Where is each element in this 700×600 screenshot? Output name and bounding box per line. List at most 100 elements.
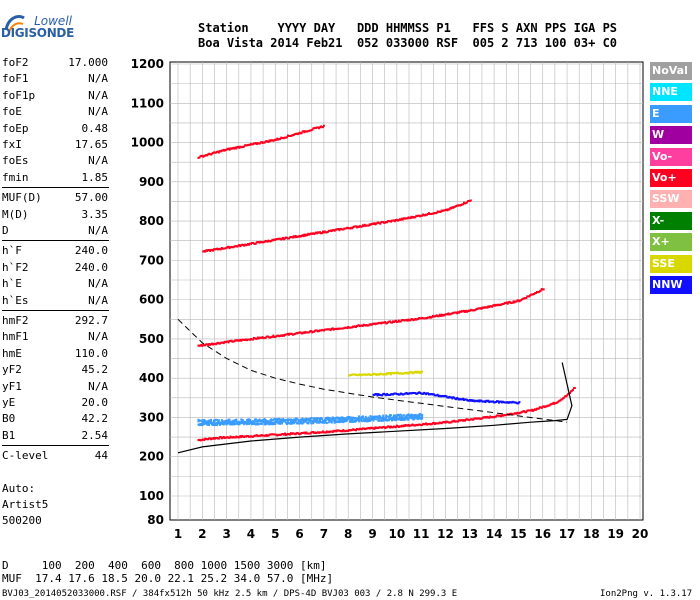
param-row: h`E N/A — [2, 277, 108, 293]
trace-point — [338, 229, 341, 232]
trace-point — [568, 392, 571, 395]
trace-point — [276, 420, 279, 423]
param-row: fxI 17.65 — [2, 138, 108, 154]
trace-point — [378, 373, 381, 376]
trace-point — [366, 417, 369, 420]
trace-point — [379, 222, 382, 225]
trace-point — [458, 311, 461, 314]
trace-point — [240, 436, 243, 439]
param-key: D — [2, 224, 9, 237]
legend-item: Vo- — [650, 147, 692, 166]
trace-point — [462, 397, 465, 400]
trace-point — [232, 419, 235, 422]
x-tick-label: 9 — [368, 527, 376, 541]
trace-point — [382, 415, 385, 418]
trace-point — [486, 306, 489, 309]
trace-point — [370, 323, 373, 326]
artist-line-2: Artist5 — [2, 498, 49, 511]
trace-point — [248, 243, 251, 246]
trace-point — [311, 128, 314, 131]
trace-point — [492, 400, 495, 403]
trace-point — [484, 401, 487, 404]
trace-point — [307, 422, 310, 425]
x-tick-label: 19 — [607, 527, 624, 541]
trace-point — [373, 417, 376, 420]
trace-point — [402, 414, 405, 417]
trace-point — [342, 429, 345, 432]
legend-item: X+ — [650, 233, 692, 252]
trace-point — [539, 289, 542, 292]
trace-point — [415, 371, 418, 374]
trace-point — [512, 300, 515, 303]
trace-point — [432, 421, 435, 424]
legend-item: NNW — [650, 276, 692, 294]
trace-point — [254, 141, 257, 144]
trace-point — [219, 436, 222, 439]
trace-point — [208, 424, 211, 427]
trace-point — [227, 419, 230, 422]
trace-point — [245, 421, 248, 424]
param-row: hmF2 292.7 — [2, 314, 108, 330]
trace-point — [332, 418, 335, 421]
trace-point — [360, 420, 363, 423]
trace-point — [398, 393, 401, 396]
param-value: N/A — [88, 293, 108, 307]
trace-point — [385, 416, 388, 419]
x-tick-label: 16 — [534, 527, 551, 541]
trace-point — [233, 147, 236, 150]
trace-point — [299, 420, 302, 423]
param-row: h`F2 240.0 — [2, 261, 108, 277]
trace-point — [534, 408, 537, 411]
param-key: hmF1 — [2, 330, 29, 344]
trace-point — [515, 300, 518, 303]
trace-point — [262, 419, 265, 422]
trace-point — [343, 419, 346, 422]
trace-point — [407, 413, 410, 416]
trace-point — [288, 433, 291, 436]
x-tick-label: 14 — [486, 527, 503, 541]
virtual-height-profile-dashed — [177, 318, 568, 423]
trace-point — [566, 394, 569, 397]
trace-point — [571, 389, 574, 392]
trace-point — [375, 393, 378, 396]
trace-point — [552, 401, 555, 404]
y-tick-label: 900 — [139, 175, 164, 189]
y-tick-label: 800 — [139, 214, 164, 228]
trace-sse — [348, 370, 424, 377]
trace-point — [363, 223, 366, 226]
footer-muf-line: MUF 17.4 17.6 18.5 20.0 22.1 25.2 34.0 5… — [2, 572, 334, 585]
trace-point — [450, 207, 453, 210]
param-row: foEs N/A — [2, 154, 108, 170]
trace-point — [225, 423, 228, 426]
trace-point — [391, 321, 394, 324]
logo-swirl-icon — [4, 15, 25, 33]
trace-point — [397, 414, 400, 417]
param-key: B0 — [2, 412, 16, 426]
trace-point — [382, 414, 385, 417]
param-key: M(D) — [2, 207, 29, 221]
trace-point — [310, 422, 313, 425]
trace-point — [430, 316, 433, 319]
trace-point — [561, 398, 564, 401]
trace-point — [230, 423, 233, 426]
trace-point — [268, 423, 271, 426]
trace-point — [403, 418, 406, 421]
trace-point — [324, 419, 327, 422]
trace-point — [281, 420, 284, 423]
trace-point — [376, 415, 379, 418]
trace-point — [207, 422, 210, 425]
param-value: N/A — [88, 72, 108, 86]
trace-point — [321, 126, 324, 129]
trace-point — [294, 420, 297, 423]
trace-point — [235, 147, 238, 150]
trace-point — [457, 420, 460, 423]
trace-point — [455, 398, 458, 401]
trace-point — [316, 419, 319, 422]
trace-point — [291, 236, 294, 239]
param-row: B1 2.54 — [2, 429, 108, 445]
param-value: N/A — [88, 330, 108, 344]
trace-point — [339, 421, 342, 424]
trace-point — [447, 312, 450, 315]
trace-point — [234, 436, 237, 439]
trace-point — [203, 439, 206, 442]
